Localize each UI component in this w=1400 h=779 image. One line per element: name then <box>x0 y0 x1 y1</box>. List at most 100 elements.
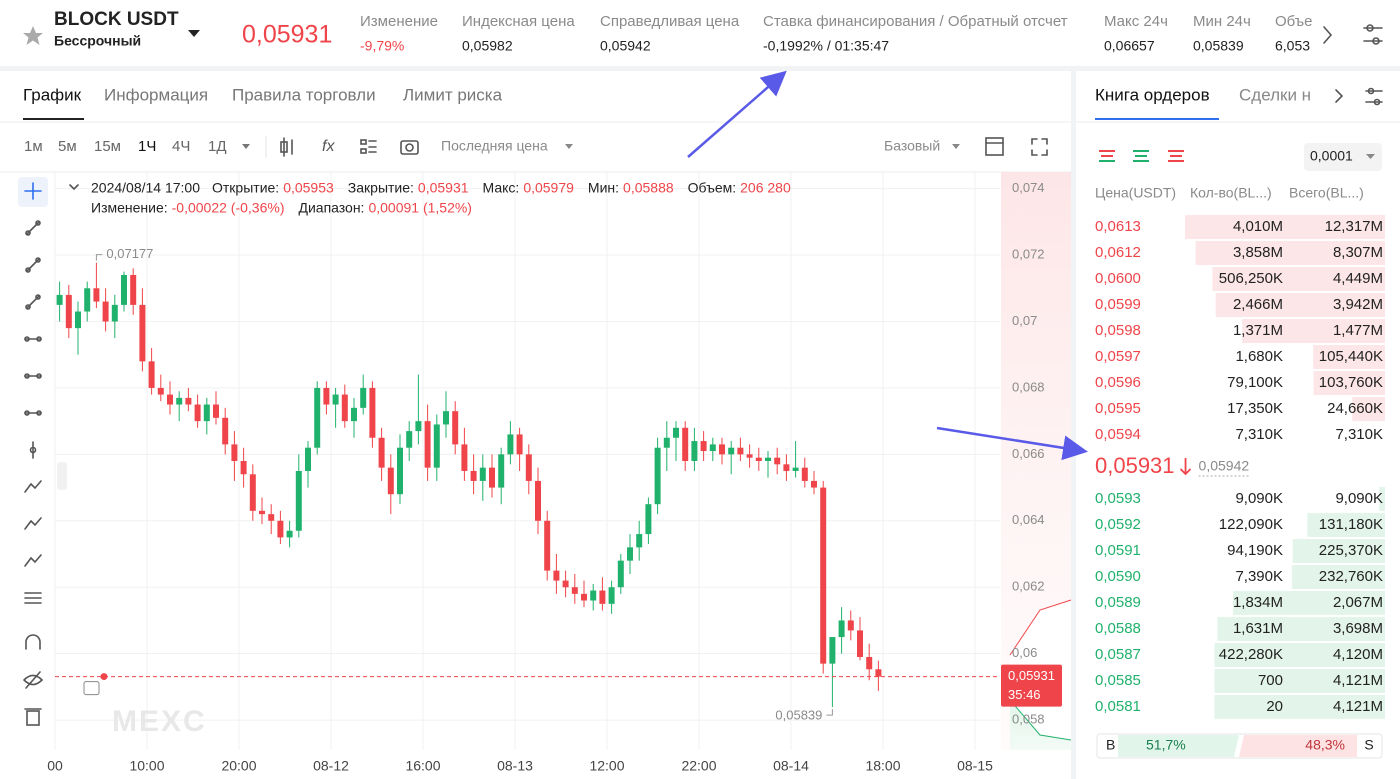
interval[interactable]: 1Д <box>208 138 227 155</box>
scroll-right[interactable] <box>1335 89 1344 103</box>
tool-icon[interactable] <box>24 708 42 726</box>
dropdown-icon[interactable] <box>242 144 250 149</box>
annotation-arrow <box>687 70 787 158</box>
candle-body <box>102 301 109 322</box>
book-qty: 2,466M <box>1233 296 1283 313</box>
price-step[interactable]: 0,0001 <box>1310 148 1353 164</box>
candle-body <box>121 274 127 305</box>
tool-icon[interactable] <box>29 441 37 459</box>
view-bids-icon[interactable] <box>1133 150 1149 162</box>
book-qty: 7,310K <box>1235 426 1283 443</box>
candle-body <box>737 447 744 455</box>
candle-body <box>240 461 247 475</box>
order-book: Книга ордеров Сделки н Цена(USDT) Кол-во(BL… <box>1095 85 1385 759</box>
candle-body <box>617 560 624 588</box>
candle-body <box>673 427 679 438</box>
candle-body <box>93 288 100 302</box>
indicator-icon[interactable]: fx <box>322 138 335 155</box>
interval[interactable]: 4Ч <box>172 138 190 155</box>
candle-body <box>608 587 615 604</box>
book-price: 0,0612 <box>1095 244 1141 261</box>
view-both-icon[interactable] <box>1099 150 1115 162</box>
favorite-icon[interactable] <box>23 26 43 45</box>
buy-label: B <box>1106 737 1115 753</box>
candle-body <box>645 504 652 535</box>
tool-icon[interactable] <box>24 410 42 416</box>
candle-body <box>507 434 514 455</box>
book-total: 8,307M <box>1333 244 1383 261</box>
scroll-right[interactable] <box>1323 26 1333 44</box>
last-price-dot <box>100 673 108 681</box>
tool-icon[interactable] <box>24 480 42 493</box>
book-total: 4,121M <box>1333 672 1383 689</box>
candle-body <box>847 620 854 631</box>
collapse-handle[interactable] <box>57 462 67 490</box>
book-total: 225,370K <box>1319 542 1383 559</box>
interval[interactable]: 1м <box>24 138 43 155</box>
collapse-icon[interactable] <box>69 184 79 191</box>
dropdown-icon[interactable] <box>565 144 573 149</box>
tool-icon[interactable] <box>24 373 42 379</box>
book-qty: 17,350K <box>1227 400 1283 417</box>
book-qty: 1,834M <box>1233 594 1283 611</box>
layout-icon[interactable] <box>985 137 1004 156</box>
tool-icon[interactable] <box>25 257 41 273</box>
camera-icon[interactable] <box>400 140 419 155</box>
tool-icon[interactable] <box>25 634 41 650</box>
x-tick-label: 16:00 <box>405 758 440 774</box>
candle-body <box>305 447 311 471</box>
ohlc-info: 2024/08/14 17:00 Открытие: 0,05953 Закрытие… <box>91 180 791 216</box>
view-asks-icon[interactable] <box>1168 150 1184 162</box>
tool-icon[interactable] <box>25 294 41 310</box>
price-tag <box>1001 664 1062 707</box>
tool-icon[interactable] <box>24 182 42 200</box>
y-tick-label: 0,074 <box>1012 180 1045 195</box>
tab[interactable]: Правила торговли <box>232 85 376 104</box>
candle-type-icon[interactable] <box>280 137 293 157</box>
template-icon[interactable] <box>360 139 377 154</box>
column-header: Цена(USDT) <box>1095 185 1176 201</box>
candle-body <box>231 444 238 461</box>
book-qty: 122,090K <box>1219 516 1283 533</box>
interval[interactable]: 15м <box>94 138 121 155</box>
tab[interactable]: Информация <box>104 85 208 104</box>
dropdown-icon[interactable] <box>1366 154 1375 159</box>
book-total: 12,317M <box>1325 218 1383 235</box>
book-total: 4,449M <box>1333 270 1383 287</box>
stat-label: Объе <box>1275 13 1312 30</box>
depth-bar <box>1313 371 1385 395</box>
stat-value: 0,05839 <box>1193 38 1244 54</box>
candle-body <box>314 387 321 448</box>
tab[interactable]: График <box>23 85 82 104</box>
book-price: 0,0591 <box>1095 542 1141 559</box>
candle-body <box>148 361 155 388</box>
settings-icon[interactable] <box>1365 87 1383 106</box>
candles <box>56 262 882 708</box>
tab[interactable]: Лимит риска <box>403 85 503 104</box>
symbol[interactable]: BLOCK USDT <box>54 9 179 30</box>
book-tab[interactable]: Сделки н <box>1239 85 1311 104</box>
tool-icon[interactable] <box>24 592 42 604</box>
tool-icon[interactable] <box>23 671 44 689</box>
dropdown-icon[interactable] <box>952 144 960 149</box>
step-select[interactable] <box>1304 143 1382 171</box>
interval[interactable]: 5м <box>58 138 77 155</box>
stat-value: 0,06657 <box>1104 38 1155 54</box>
tool-icon[interactable] <box>24 554 42 567</box>
candle-body <box>544 520 551 571</box>
alert-icon[interactable] <box>83 681 100 696</box>
interval[interactable]: 1Ч <box>138 138 156 155</box>
chart-mode[interactable]: Базовый <box>884 138 940 154</box>
price-type[interactable]: Последняя цена <box>441 138 548 154</box>
dropdown-icon[interactable] <box>188 30 200 37</box>
x-tick-label: 08-14 <box>773 758 809 774</box>
mark-price: 0,05942 <box>1199 458 1250 474</box>
settings-icon[interactable] <box>1363 24 1383 45</box>
tool-icon[interactable] <box>25 220 41 236</box>
tool-icon[interactable] <box>24 517 42 530</box>
candle-body <box>295 470 302 531</box>
fullscreen-icon[interactable] <box>1031 138 1048 156</box>
tool-icon[interactable] <box>24 336 42 342</box>
book-tab[interactable]: Книга ордеров <box>1095 85 1210 104</box>
